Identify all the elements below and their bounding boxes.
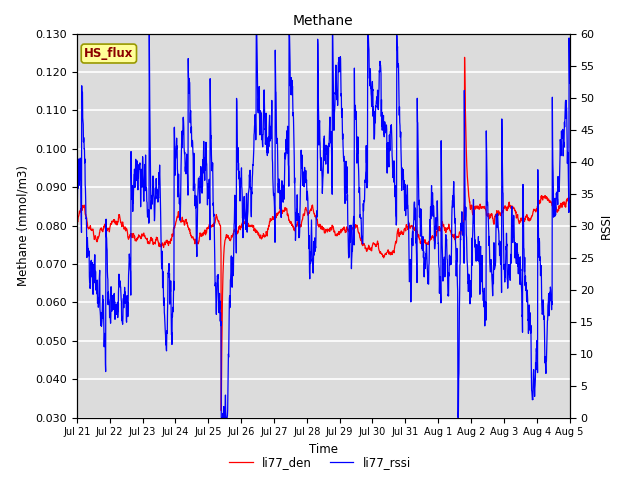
li77_den bbox=[98, 228, 106, 233]
Legend: li77_den, li77_rssi: li77_den, li77_rssi bbox=[224, 452, 416, 474]
li77_den bbox=[461, 54, 468, 60]
li77_den bbox=[552, 204, 559, 210]
Line: li77_rssi: li77_rssi bbox=[77, 34, 570, 418]
li77_rssi bbox=[313, 208, 321, 214]
Line: li77_den: li77_den bbox=[77, 57, 570, 411]
li77_den bbox=[566, 200, 573, 205]
li77_den bbox=[218, 408, 225, 414]
li77_den bbox=[300, 212, 307, 217]
Title: Methane: Methane bbox=[293, 14, 353, 28]
li77_den bbox=[461, 105, 469, 111]
li77_rssi bbox=[566, 80, 573, 86]
Y-axis label: RSSI: RSSI bbox=[600, 213, 612, 239]
li77_rssi bbox=[552, 206, 559, 212]
li77_rssi bbox=[218, 415, 225, 420]
li77_rssi bbox=[98, 318, 106, 324]
Y-axis label: Methane (mmol/m3): Methane (mmol/m3) bbox=[17, 165, 30, 286]
li77_rssi bbox=[73, 223, 81, 228]
li77_rssi bbox=[552, 212, 559, 218]
li77_rssi bbox=[461, 217, 469, 223]
li77_rssi bbox=[300, 169, 308, 175]
Text: HS_flux: HS_flux bbox=[84, 47, 134, 60]
li77_rssi bbox=[145, 31, 153, 36]
li77_den bbox=[313, 217, 321, 223]
li77_den bbox=[552, 204, 559, 210]
X-axis label: Time: Time bbox=[308, 443, 338, 456]
li77_den bbox=[73, 219, 81, 225]
